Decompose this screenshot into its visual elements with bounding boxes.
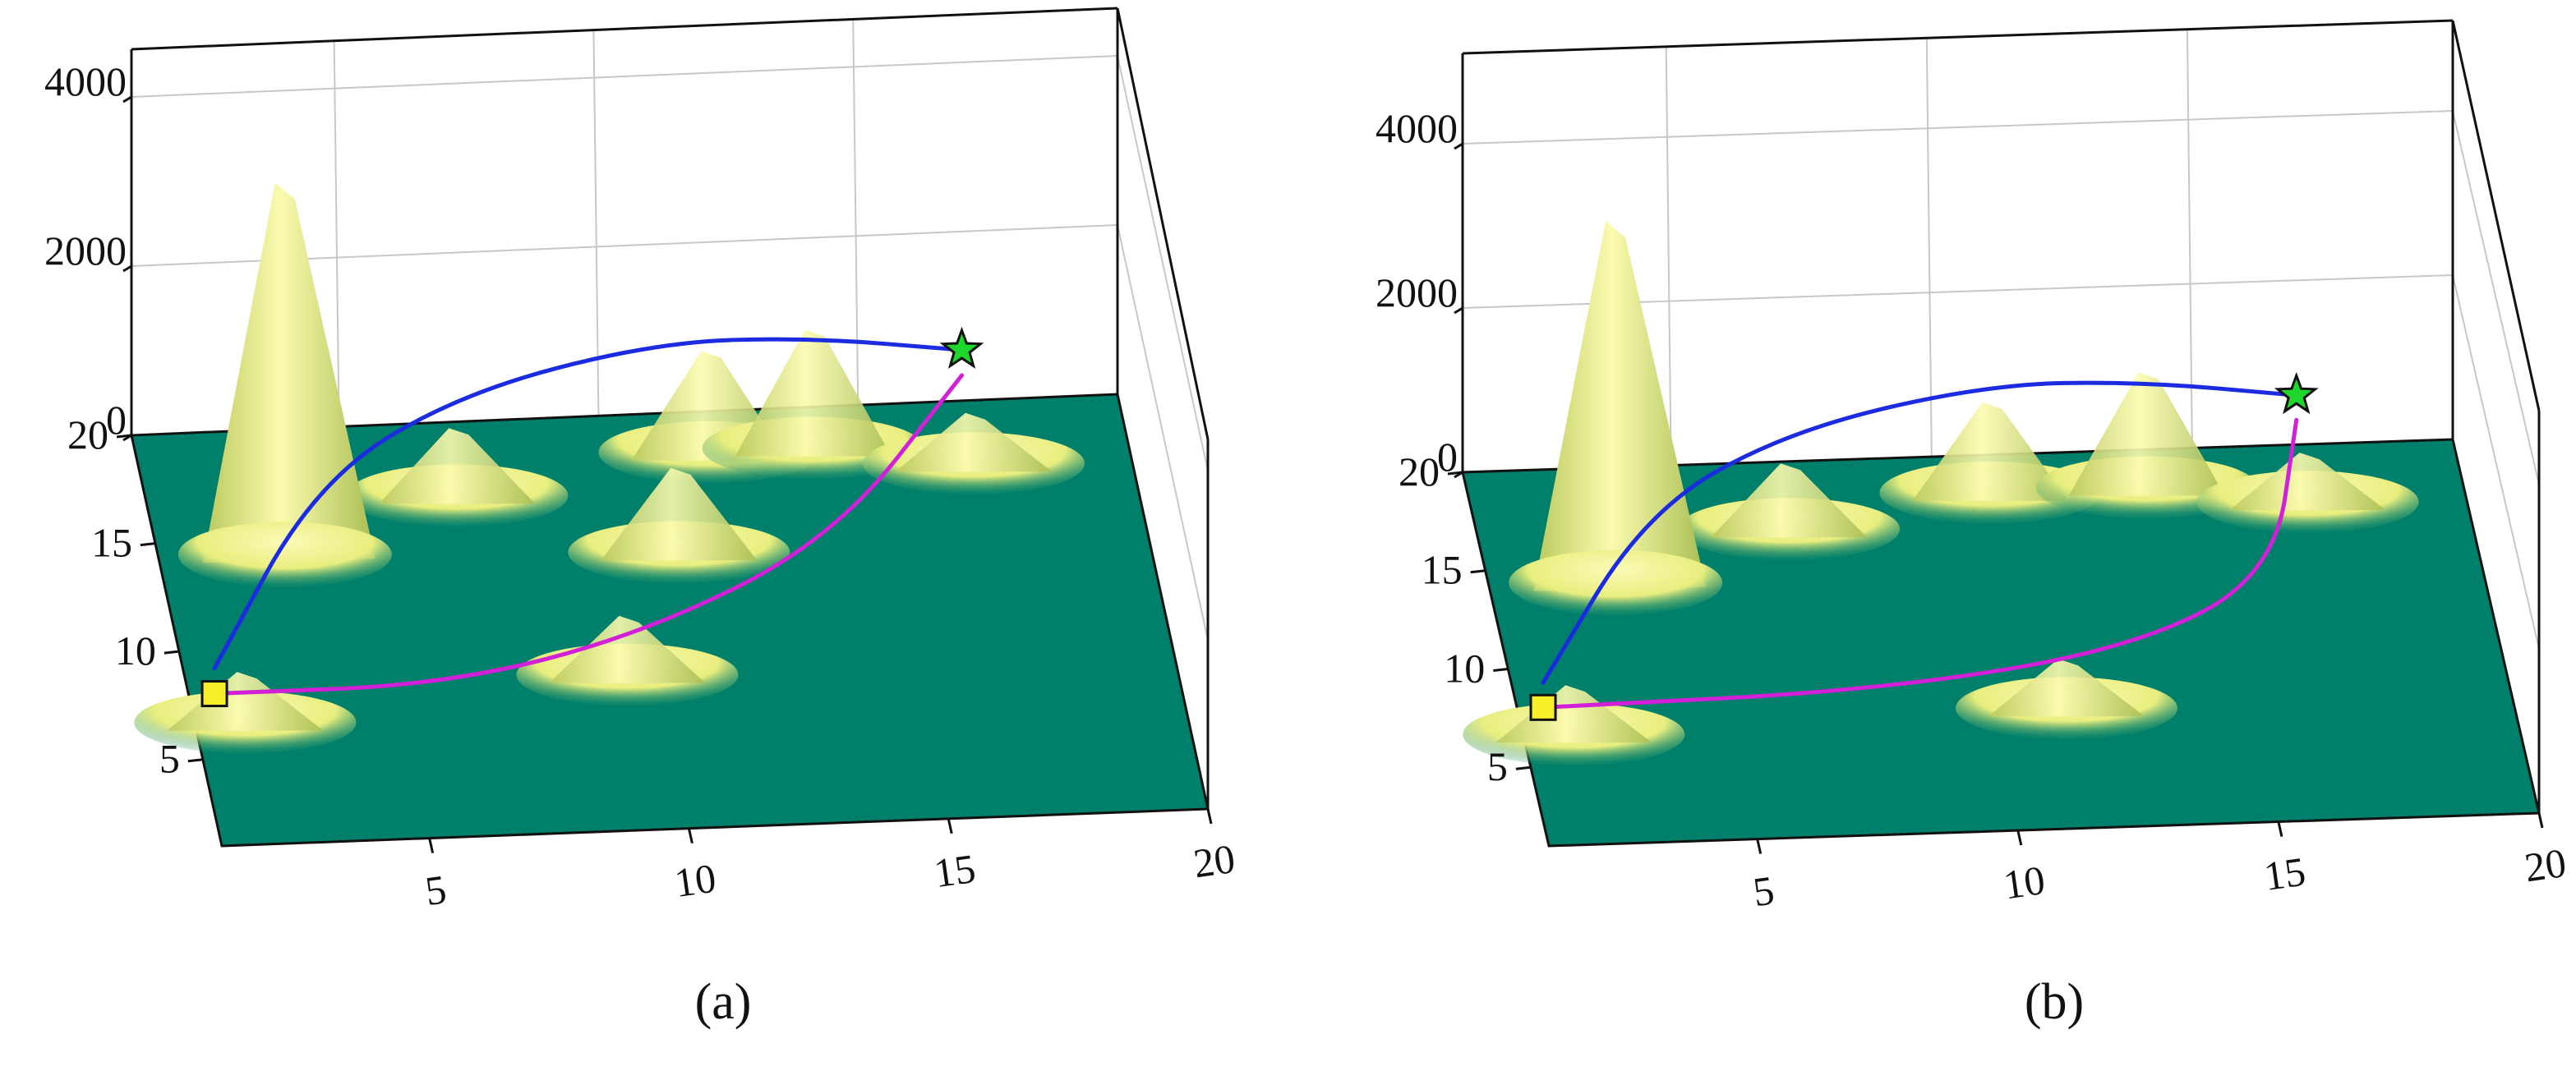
x-tick-mark [2016, 830, 2023, 846]
grid-line-x [1925, 38, 1933, 457]
x-tick-mark [428, 838, 435, 853]
path-magenta-line [1541, 417, 2299, 710]
terrain-peak [202, 182, 376, 563]
back-wall [1463, 21, 2453, 472]
terrain-peak [1495, 685, 1652, 743]
grid-line-z [131, 55, 1118, 98]
terrain-peak [601, 467, 758, 561]
z-tick-mark [122, 434, 132, 442]
terrain-peak-base [177, 522, 392, 588]
goal-star-marker [939, 326, 984, 370]
x-tick-mark [2277, 821, 2283, 837]
terrain-peak [1912, 402, 2069, 501]
terrain-peak [735, 329, 892, 457]
y-tick-mark [1470, 569, 1486, 574]
z-tick-label: 2000 [1376, 269, 1458, 315]
start-square-marker [200, 680, 228, 708]
y-tick-mark [1493, 667, 1509, 672]
panel-caption: (b) [2025, 974, 2084, 1030]
y-tick-label: 5 [159, 736, 180, 782]
terrain-peak [2068, 372, 2225, 496]
z-tick-mark [1454, 306, 1463, 315]
panel-caption: (a) [695, 974, 752, 1030]
x-tick-mark [687, 828, 694, 844]
z-tick-label: 0 [106, 397, 127, 443]
x-tick-mark [947, 818, 953, 834]
goal-star-marker [2274, 371, 2319, 415]
z-tick-mark [122, 264, 132, 273]
box-edge [1462, 19, 2454, 55]
grid-line-z-side [2452, 110, 2540, 485]
z-tick-label: 2000 [44, 228, 127, 273]
box-edge [1116, 7, 1210, 440]
terrain-peak [1533, 221, 1707, 591]
x-tick-label: 10 [671, 855, 718, 906]
z-tick-label: 4000 [44, 58, 127, 104]
grid-line-x [592, 30, 600, 416]
path-magenta-line [212, 373, 965, 696]
y-tick-mark [164, 650, 180, 655]
y-tick-mark [140, 542, 156, 547]
x-tick-label: 10 [2001, 857, 2048, 908]
y-tick-label: 20 [1399, 448, 1440, 494]
back-wall [131, 8, 1117, 435]
grid-line-x [1665, 46, 1672, 466]
y-tick-mark [1515, 765, 1532, 770]
y-tick-label: 5 [1487, 743, 1508, 789]
path-blue-line [212, 337, 965, 671]
box-edge [2451, 20, 2541, 411]
x-tick-mark [1756, 839, 1763, 854]
x-tick-mark [2537, 812, 2544, 829]
terrain-peak [1711, 463, 1868, 538]
z-tick-mark [122, 95, 132, 103]
y-tick-label: 15 [91, 520, 132, 566]
z-tick-mark [1454, 471, 1463, 479]
grid-line-z-side [1117, 55, 1209, 471]
y-tick-label: 20 [67, 411, 108, 457]
terrain-peak [549, 615, 706, 683]
terrain-peak [896, 412, 1052, 472]
x-tick-label: 15 [2261, 848, 2308, 899]
terrain-peak [1988, 659, 2145, 717]
z-tick-mark [1454, 142, 1463, 150]
terrain-peak [167, 672, 324, 731]
x-tick-mark [1206, 808, 1213, 825]
grid-line-z-side [1117, 224, 1209, 641]
box-edge [131, 7, 1118, 51]
terrain-peak [2229, 453, 2386, 511]
z-tick-label: 4000 [1376, 105, 1458, 151]
path-blue-line [1541, 380, 2299, 685]
side-wall [2453, 21, 2539, 813]
y-tick-label: 15 [1422, 547, 1463, 593]
side-wall [1117, 8, 1208, 809]
grid-line-z-side [2452, 274, 2540, 650]
y-tick-label: 10 [1444, 645, 1485, 691]
x-tick-label: 20 [1191, 835, 1237, 886]
grid-line-x [2186, 29, 2193, 448]
x-tick-label: 5 [422, 866, 449, 914]
y-tick-label: 10 [115, 627, 156, 673]
x-tick-label: 5 [1750, 866, 1777, 915]
z-tick-label: 0 [1437, 434, 1458, 480]
grid-line-z [1462, 110, 2454, 145]
terrain-peak [379, 428, 536, 504]
terrain-peak-base [1509, 549, 1723, 616]
start-square-marker [1529, 693, 1557, 721]
grid-line-x [333, 40, 340, 427]
x-tick-label: 20 [2522, 839, 2569, 890]
x-tick-label: 15 [931, 845, 978, 896]
y-tick-mark [187, 758, 204, 763]
